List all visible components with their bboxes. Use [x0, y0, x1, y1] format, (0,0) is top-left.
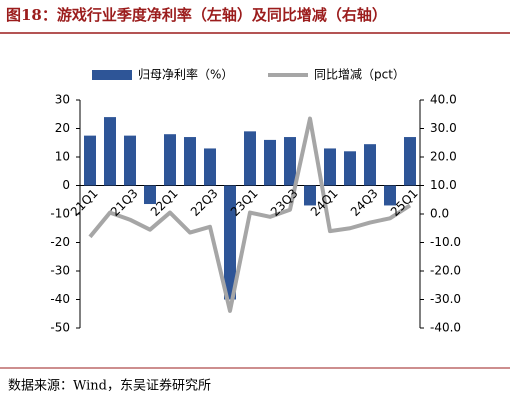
bar [264, 139, 276, 186]
bar [284, 137, 296, 186]
legend-label: 归母净利率（%） [138, 67, 233, 82]
bar [164, 134, 176, 186]
chart-title: 图18：游戏行业季度净利率（左轴）及同比增减（右轴） [6, 6, 387, 24]
bar [84, 135, 96, 186]
bar [244, 131, 256, 186]
y-tick-label: -50 [50, 321, 70, 335]
y-tick-label: 10 [55, 150, 70, 164]
legend-label: 同比增减（pct） [314, 68, 405, 82]
bar [304, 185, 316, 206]
x-tick-label: 21Q3 [108, 186, 141, 219]
y-tick-label: -40 [50, 292, 70, 306]
y-tick-label: -20 [50, 235, 70, 249]
bar [204, 148, 216, 186]
bar [384, 185, 396, 206]
y2-tick-label: 30.0 [430, 121, 457, 135]
bar [144, 185, 156, 205]
y2-tick-label: -10.0 [430, 235, 461, 249]
legend-swatch [92, 70, 132, 80]
bar [184, 137, 196, 186]
y2-tick-label: 20.0 [430, 150, 457, 164]
y-tick-label: 0 [62, 178, 70, 192]
bar [324, 148, 336, 186]
bar [404, 137, 416, 186]
y-tick-label: 30 [55, 93, 70, 107]
y2-tick-label: 10.0 [430, 178, 457, 192]
y-tick-label: -10 [50, 207, 70, 221]
y-tick-label: 20 [55, 121, 70, 135]
y-tick-label: -30 [50, 264, 70, 278]
bar [344, 151, 356, 186]
y2-tick-label: 40.0 [430, 93, 457, 107]
x-tick-label: 22Q3 [188, 186, 221, 219]
x-tick-label: 24Q3 [348, 186, 381, 219]
bar [124, 135, 136, 186]
bar [364, 144, 376, 186]
source: 数据来源：Wind，东吴证券研究所 [8, 378, 211, 394]
bar [104, 117, 116, 186]
bar [224, 185, 236, 300]
y2-tick-label: 0.0 [430, 207, 449, 221]
line [88, 116, 412, 313]
y2-tick-label: -30.0 [430, 292, 461, 306]
y2-tick-label: -40.0 [430, 321, 461, 335]
x-tick-label: 21Q1 [68, 186, 101, 219]
y2-tick-label: -20.0 [430, 264, 461, 278]
